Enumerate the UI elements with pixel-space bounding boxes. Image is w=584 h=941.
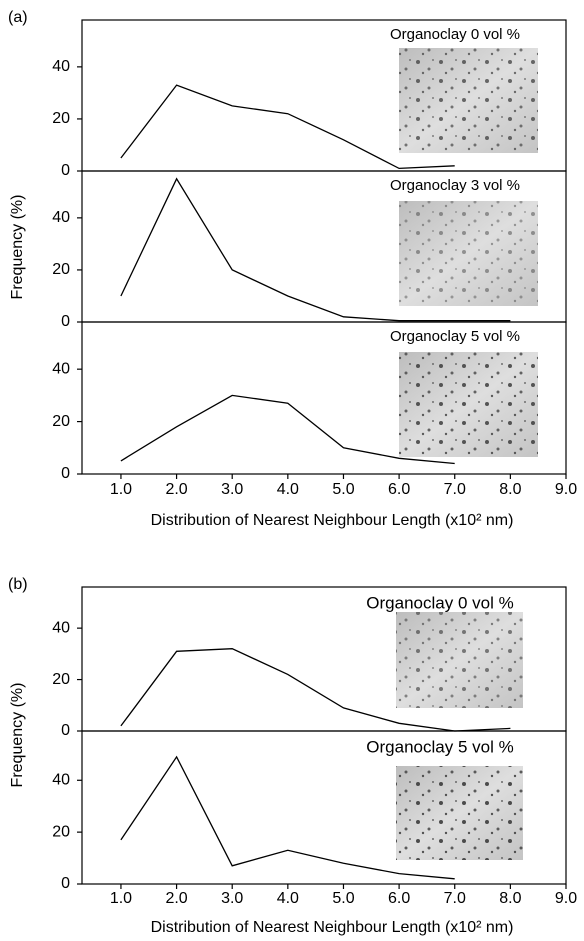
x-tick-label: 8.0 — [499, 481, 521, 498]
x-tick-label: 2.0 — [165, 481, 187, 498]
y-axis-label: Frequency (%) — [9, 195, 26, 300]
x-tick-label: 4.0 — [277, 481, 299, 498]
micrograph-particles — [396, 766, 523, 860]
chart-title: Organoclay 5 vol % — [390, 328, 520, 345]
y-tick-label: 20 — [52, 110, 70, 127]
y-tick-label: 0 — [61, 875, 70, 892]
x-tick-label: 5.0 — [332, 481, 354, 498]
y-tick-label: 40 — [52, 619, 70, 636]
y-tick-label: 20 — [52, 823, 70, 840]
y-tick-label: 20 — [52, 261, 70, 278]
x-tick-label: 6.0 — [388, 890, 410, 907]
x-tick-label: 7.0 — [444, 890, 466, 907]
plot-frame — [81, 321, 567, 475]
y-tick-label: 0 — [61, 465, 70, 482]
plot-frame — [81, 730, 567, 885]
x-tick-label: 3.0 — [221, 481, 243, 498]
x-tick-label: 1.0 — [110, 481, 132, 498]
x-tick-label: 9.0 — [555, 890, 577, 907]
x-tick-label: 6.0 — [388, 481, 410, 498]
x-axis-label: Distribution of Nearest Neighbour Length… — [151, 512, 514, 529]
x-tick-label: 9.0 — [555, 481, 577, 498]
panel-label: (b) — [8, 576, 28, 593]
x-tick-label: 3.0 — [221, 890, 243, 907]
y-tick-label: 40 — [52, 209, 70, 226]
panel-label: (a) — [8, 9, 28, 26]
x-tick-label: 5.0 — [332, 890, 354, 907]
x-tick-label: 7.0 — [444, 481, 466, 498]
y-tick-label: 0 — [61, 162, 70, 179]
y-tick-label: 40 — [52, 58, 70, 75]
chart-title: Organoclay 0 vol % — [390, 26, 520, 43]
y-axis-label: Frequency (%) — [9, 683, 26, 788]
y-tick-label: 20 — [52, 413, 70, 430]
micrograph-particles — [399, 352, 538, 457]
data-line — [120, 394, 455, 465]
y-tick-label: 0 — [61, 313, 70, 330]
chart-title: Organoclay 0 vol % — [366, 593, 513, 612]
data-line — [120, 755, 455, 880]
y-tick-label: 20 — [52, 671, 70, 688]
micrograph-particles — [396, 612, 523, 708]
y-tick-label: 0 — [61, 722, 70, 739]
micrograph-particles — [399, 201, 538, 306]
chart-title: Organoclay 3 vol % — [390, 177, 520, 194]
x-tick-label: 1.0 — [110, 890, 132, 907]
y-tick-label: 40 — [52, 360, 70, 377]
chart-title: Organoclay 5 vol % — [366, 737, 513, 756]
x-tick-label: 8.0 — [499, 890, 521, 907]
x-tick-label: 2.0 — [165, 890, 187, 907]
data-line — [120, 84, 455, 170]
data-line — [120, 177, 511, 322]
data-line — [120, 648, 511, 732]
x-tick-label: 4.0 — [277, 890, 299, 907]
x-axis-label: Distribution of Nearest Neighbour Length… — [151, 919, 514, 936]
micrograph-particles — [399, 48, 538, 153]
micrograph-insets — [396, 48, 538, 860]
y-tick-label: 40 — [52, 771, 70, 788]
